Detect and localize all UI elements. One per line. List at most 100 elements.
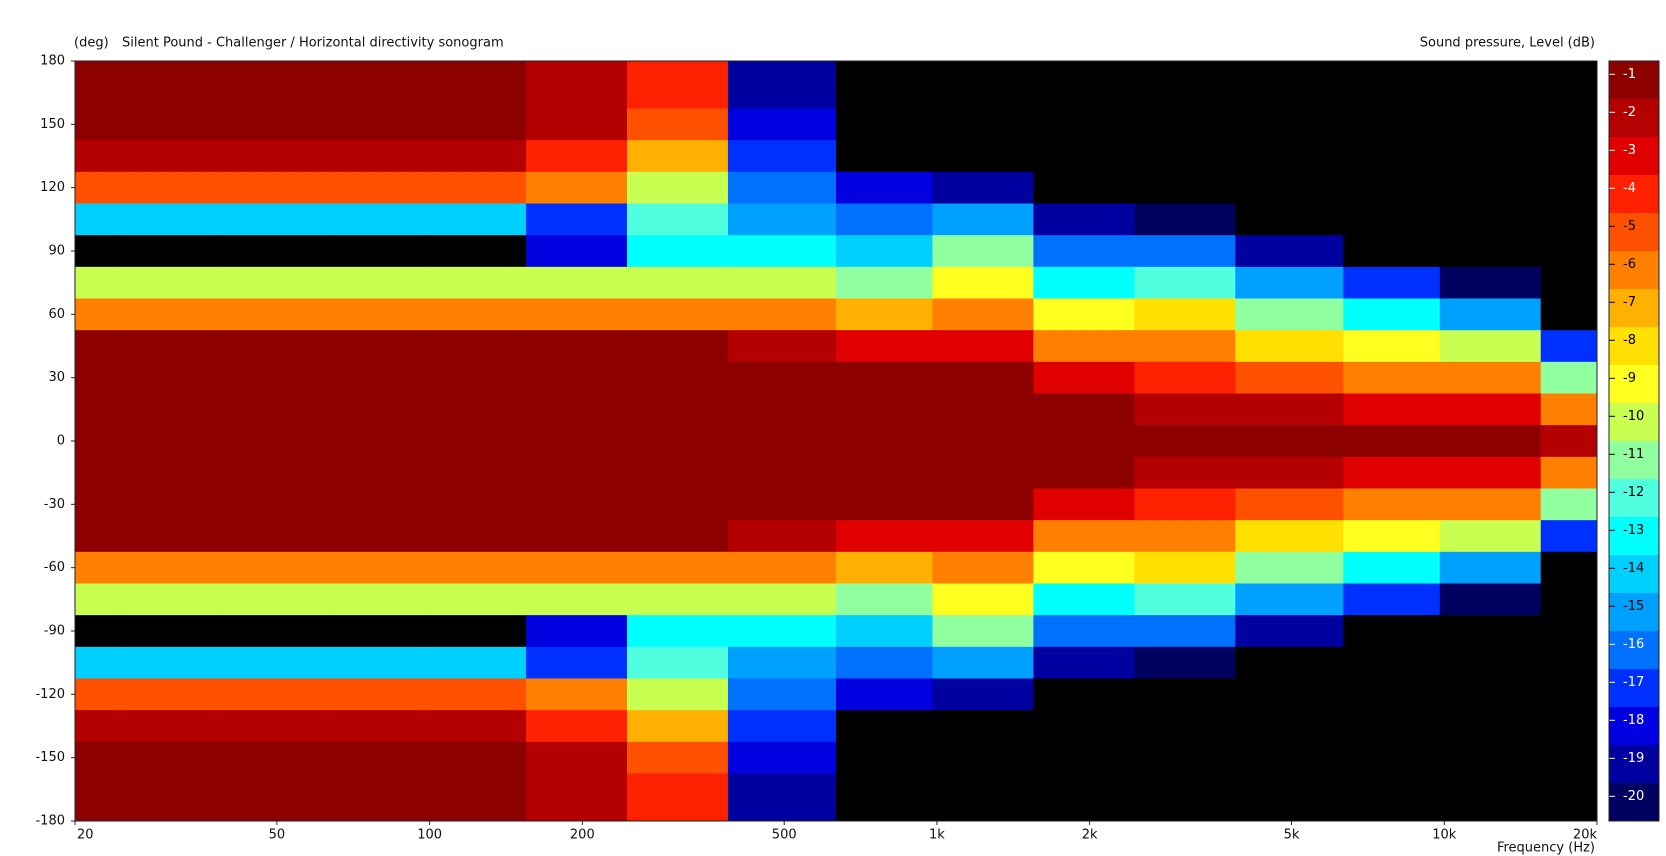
heat-cell — [727, 678, 837, 711]
heat-cell — [1235, 646, 1344, 679]
heat-cell — [1033, 203, 1135, 236]
heat-cell — [836, 61, 933, 78]
heat-cell — [1033, 393, 1135, 426]
heat-cell — [1033, 425, 1135, 458]
heat-cell — [119, 615, 222, 648]
colorbar-swatch — [1609, 441, 1659, 480]
heat-cell — [75, 140, 121, 173]
heat-cell — [75, 425, 121, 458]
heat-cell — [727, 425, 837, 458]
heat-cell — [119, 805, 222, 822]
colorbar-swatch — [1609, 213, 1659, 252]
heat-cell — [836, 488, 933, 521]
heat-cell — [75, 615, 121, 648]
heat-cell — [425, 741, 527, 774]
heat-cell — [1235, 171, 1344, 204]
x-tick-label: 20k — [1573, 828, 1598, 843]
heat-cell — [1540, 203, 1598, 236]
heat-cell — [727, 741, 837, 774]
heat-cell — [220, 646, 330, 679]
heat-cell — [1134, 235, 1236, 268]
heat-cell — [1235, 456, 1344, 489]
colorbar-swatch — [1609, 289, 1659, 328]
heat-cell — [932, 108, 1034, 141]
heat-cell — [932, 583, 1034, 616]
heat-cell — [1439, 171, 1542, 204]
heat-cell — [328, 266, 426, 299]
heat-cell — [1134, 710, 1236, 743]
heat-cell — [119, 361, 222, 394]
heat-cell — [75, 203, 121, 236]
heat-cell — [932, 456, 1034, 489]
heat-cell — [1540, 76, 1598, 109]
heat-cell — [627, 520, 729, 553]
heat-cell — [1033, 520, 1135, 553]
x-tick-label: 50 — [269, 828, 286, 843]
heat-cell — [727, 140, 837, 173]
heat-cell — [119, 583, 222, 616]
heat-cell — [627, 425, 729, 458]
heat-cell — [627, 393, 729, 426]
x-tick-label: 20 — [77, 828, 94, 843]
heat-cell — [1033, 361, 1135, 394]
x-tick-label: 5k — [1284, 828, 1300, 843]
heat-cell — [75, 266, 121, 299]
heat-cell — [627, 615, 729, 648]
heat-cell — [328, 61, 426, 78]
heat-cell — [836, 710, 933, 743]
heat-cell — [1540, 393, 1598, 426]
heat-cell — [836, 805, 933, 822]
heat-cell — [328, 393, 426, 426]
heat-cell — [627, 298, 729, 331]
y-tick-label: -90 — [44, 624, 65, 639]
heat-cell — [727, 235, 837, 268]
heat-cell — [328, 805, 426, 822]
colorbar-label: -11 — [1623, 447, 1644, 462]
heat-cell — [425, 773, 527, 806]
heat-cell — [1540, 488, 1598, 521]
heat-cell — [75, 298, 121, 331]
heat-cell — [425, 425, 527, 458]
colorbar-label: -14 — [1623, 561, 1644, 576]
y-tick-label: 30 — [48, 370, 65, 385]
heat-cell — [220, 393, 330, 426]
y-tick-label: -120 — [35, 687, 65, 702]
heat-cell — [1033, 140, 1135, 173]
heat-cell — [627, 203, 729, 236]
heat-cell — [1033, 266, 1135, 299]
heat-cell — [119, 140, 222, 173]
colorbar-swatch — [1609, 479, 1659, 518]
heat-cell — [1033, 583, 1135, 616]
heat-cell — [627, 551, 729, 584]
heat-cell — [1439, 61, 1542, 78]
colorbar-label: -5 — [1623, 219, 1636, 234]
heat-cell — [526, 393, 628, 426]
heat-cell — [526, 61, 628, 78]
heat-cell — [932, 520, 1034, 553]
heat-cell — [1540, 235, 1598, 268]
heat-cell — [526, 108, 628, 141]
heat-cell — [220, 456, 330, 489]
heat-cell — [932, 425, 1034, 458]
heat-cell — [932, 171, 1034, 204]
heat-cell — [119, 76, 222, 109]
colorbar-label: -19 — [1623, 751, 1644, 766]
heat-cell — [1439, 805, 1542, 822]
heat-cell — [328, 615, 426, 648]
heat-cell — [727, 583, 837, 616]
heat-cell — [1235, 266, 1344, 299]
heat-cell — [526, 488, 628, 521]
heat-cell — [1134, 298, 1236, 331]
heat-cell — [1033, 235, 1135, 268]
heat-cell — [1540, 551, 1598, 584]
heat-cell — [1439, 298, 1542, 331]
heat-cell — [1540, 583, 1598, 616]
heat-cell — [75, 583, 121, 616]
heat-cell — [1033, 551, 1135, 584]
heat-cell — [932, 61, 1034, 78]
heat-cell — [836, 330, 933, 363]
y-tick-label: 120 — [40, 180, 65, 195]
x-tick-label: 1k — [929, 828, 945, 843]
heat-cell — [1235, 235, 1344, 268]
